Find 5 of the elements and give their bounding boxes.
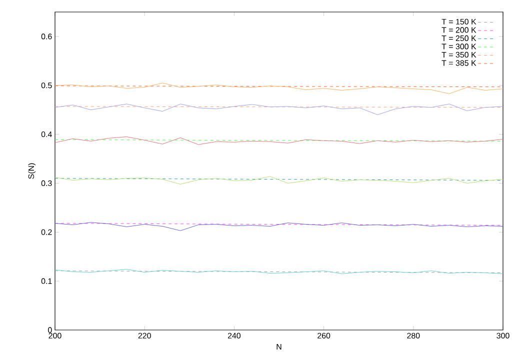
line-series (55, 176, 504, 184)
line-series (55, 104, 504, 115)
line-series (55, 82, 504, 94)
line-series (55, 136, 504, 145)
line-series (55, 222, 504, 231)
